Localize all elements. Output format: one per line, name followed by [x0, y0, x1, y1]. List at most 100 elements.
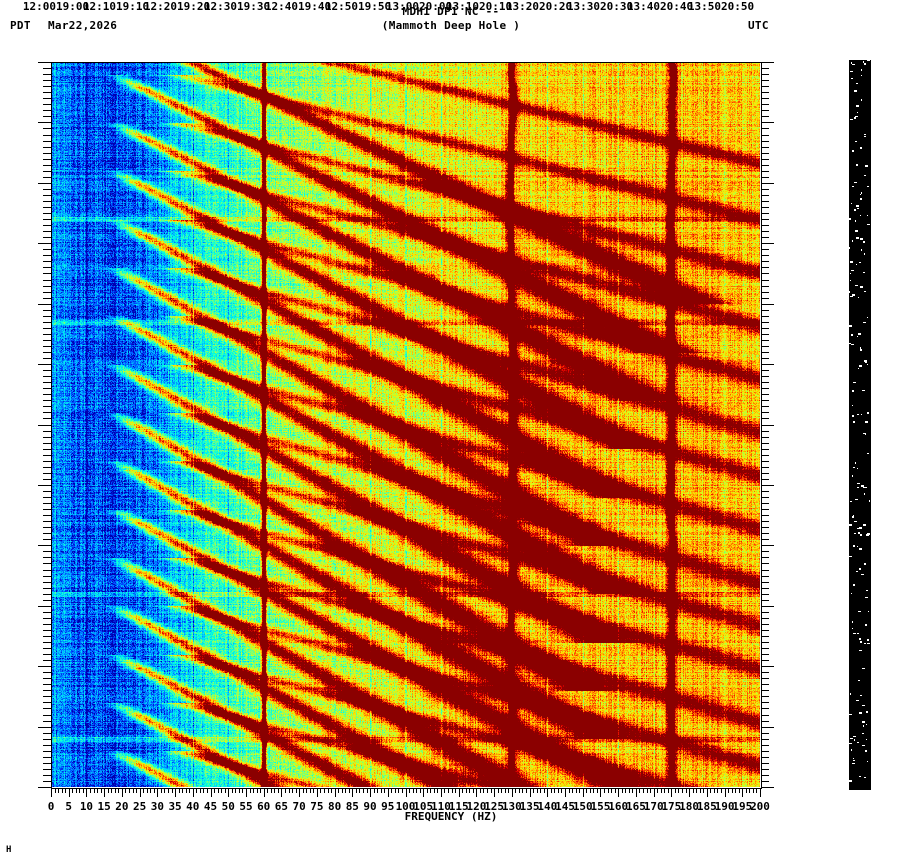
axis-tick: [43, 431, 51, 432]
axis-tick: [761, 696, 769, 697]
axis-tick: [200, 788, 201, 793]
axis-tick: [43, 352, 51, 353]
trace-speckle: [859, 568, 861, 570]
axis-tick: [643, 788, 644, 793]
axis-tick: [505, 788, 506, 793]
axis-tick: [43, 527, 51, 528]
axis-tick-label: 12:20: [143, 0, 177, 13]
axis-tick: [43, 376, 51, 377]
axis-tick: [761, 183, 774, 184]
axis-tick: [469, 788, 470, 793]
axis-tick: [136, 788, 137, 793]
axis-tick: [43, 225, 51, 226]
axis-tick: [43, 171, 51, 172]
trace-speckle: [867, 60, 870, 61]
axis-tick: [154, 788, 155, 793]
axis-tick: [108, 788, 109, 793]
axis-tick: [235, 788, 236, 793]
trace-speckle: [857, 336, 858, 337]
axis-tick: [530, 788, 531, 797]
axis-tick: [761, 684, 769, 685]
trace-speckle: [861, 99, 862, 101]
axis-tick: [43, 104, 51, 105]
axis-tick: [43, 316, 51, 317]
axis-tick: [306, 788, 307, 793]
axis-tick: [761, 159, 769, 160]
axis-tick: [43, 340, 51, 341]
trace-speckle: [856, 237, 859, 239]
axis-tick: [97, 788, 98, 793]
axis-tick: [43, 648, 51, 649]
trace-speckle: [858, 680, 860, 681]
frequency-tick-label: 105: [413, 800, 434, 813]
axis-tick: [761, 376, 769, 377]
axis-tick: [476, 788, 477, 797]
axis-tick: [129, 788, 130, 793]
axis-tick: [761, 497, 769, 498]
axis-tick: [43, 443, 51, 444]
axis-tick: [115, 788, 116, 793]
axis-tick: [38, 243, 51, 244]
axis-tick: [391, 788, 392, 793]
axis-tick: [686, 788, 687, 793]
axis-tick: [38, 122, 51, 123]
trace-speckle: [850, 738, 853, 739]
axis-tick-label: 12:30: [203, 0, 237, 13]
trace-speckle: [851, 203, 852, 204]
axis-tick: [632, 788, 633, 793]
axis-tick: [721, 788, 722, 793]
trace-speckle: [860, 238, 863, 240]
axis-tick: [761, 443, 769, 444]
axis-tick: [761, 727, 774, 728]
axis-tick: [43, 116, 51, 117]
axis-tick: [761, 237, 769, 238]
trace-speckle: [850, 273, 851, 274]
trace-speckle: [849, 218, 851, 220]
axis-tick-label: 20:30: [600, 0, 634, 13]
trace-speckle: [851, 78, 853, 79]
trace-speckle: [854, 182, 857, 183]
axis-tick: [43, 696, 51, 697]
axis-tick: [43, 231, 51, 232]
axis-tick: [761, 618, 769, 619]
trace-speckle: [867, 761, 868, 762]
trace-speckle: [850, 280, 851, 281]
axis-tick: [739, 788, 740, 793]
trace-speckle: [853, 382, 856, 383]
frequency-tick-label: 70: [292, 800, 306, 813]
trace-speckle: [863, 725, 864, 727]
axis-tick: [437, 788, 438, 793]
axis-tick: [65, 788, 66, 793]
axis-tick: [761, 310, 769, 311]
axis-tick: [761, 147, 769, 148]
station-title: MDH1 DP1 NC --: [402, 5, 500, 18]
axis-tick: [38, 606, 51, 607]
axis-tick: [43, 201, 51, 202]
axis-tick: [43, 588, 51, 589]
trace-speckle: [856, 700, 859, 701]
axis-tick: [761, 346, 769, 347]
axis-tick: [761, 225, 769, 226]
axis-tick: [761, 551, 769, 552]
axis-tick: [761, 273, 769, 274]
axis-tick: [296, 788, 297, 793]
axis-tick: [38, 425, 51, 426]
axis-tick: [732, 788, 733, 793]
frequency-tick-label: 65: [274, 800, 289, 813]
axis-tick: [761, 527, 769, 528]
trace-speckle: [857, 208, 859, 209]
axis-tick: [363, 788, 364, 793]
axis-tick: [43, 563, 51, 564]
axis-tick: [761, 431, 769, 432]
trace-speckle: [858, 532, 860, 534]
axis-tick: [761, 757, 769, 758]
axis-tick: [43, 473, 51, 474]
trace-speckle: [849, 325, 852, 327]
trace-speckle: [852, 415, 854, 417]
trace-speckle: [863, 487, 865, 488]
axis-tick-label: 20:10: [479, 0, 513, 13]
trace-speckle: [863, 322, 866, 323]
axis-tick: [122, 788, 123, 797]
axis-tick: [565, 788, 566, 797]
axis-tick: [696, 788, 697, 793]
